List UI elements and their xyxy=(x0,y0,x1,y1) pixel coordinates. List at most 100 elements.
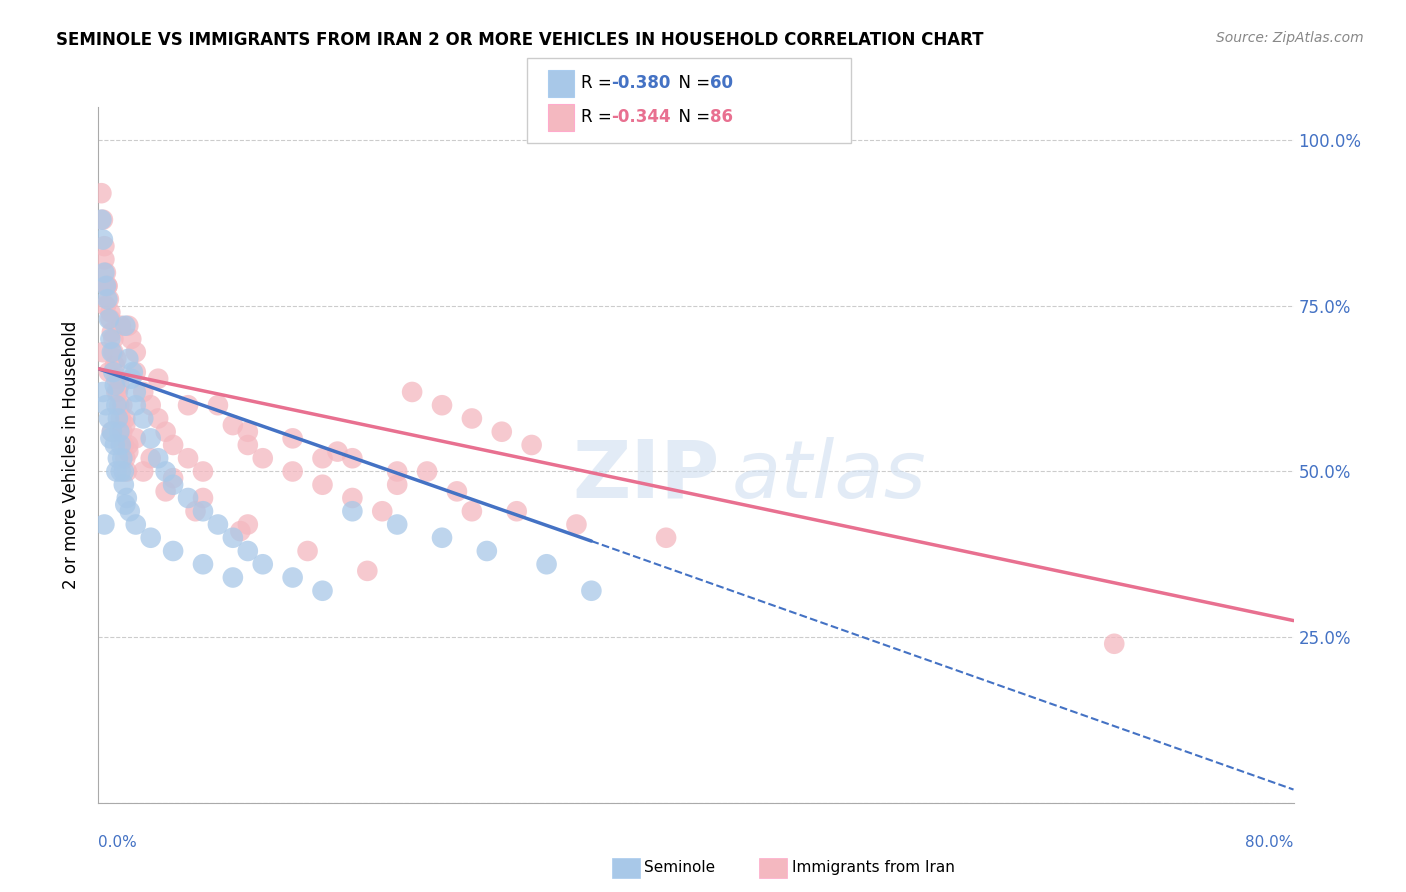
Point xyxy=(252,558,274,572)
Point xyxy=(162,438,184,452)
Point xyxy=(252,451,274,466)
Point xyxy=(114,418,136,433)
Point xyxy=(148,451,170,466)
Point xyxy=(461,504,484,518)
Point xyxy=(446,484,468,499)
Point xyxy=(125,345,148,359)
Point xyxy=(371,504,394,518)
Point xyxy=(356,564,378,578)
Point xyxy=(491,425,513,439)
Point xyxy=(1104,637,1126,651)
Point xyxy=(342,451,364,466)
Point xyxy=(103,365,125,379)
Point xyxy=(90,212,112,227)
Point xyxy=(506,504,529,518)
Point xyxy=(91,212,114,227)
Point xyxy=(101,425,124,439)
Point xyxy=(236,425,259,439)
Point xyxy=(342,504,364,518)
Point xyxy=(222,531,245,545)
Point xyxy=(311,451,333,466)
Point xyxy=(108,378,131,392)
Point xyxy=(125,365,148,379)
Text: 86: 86 xyxy=(710,108,733,126)
Point xyxy=(90,186,112,201)
Point xyxy=(107,384,129,399)
Point xyxy=(115,491,138,505)
Point xyxy=(110,411,132,425)
Point xyxy=(155,484,177,499)
Point xyxy=(326,444,349,458)
Point xyxy=(103,332,125,346)
Y-axis label: 2 or more Vehicles in Household: 2 or more Vehicles in Household xyxy=(62,321,80,589)
Point xyxy=(139,451,162,466)
Point xyxy=(520,438,543,452)
Text: 80.0%: 80.0% xyxy=(1246,836,1294,850)
Point xyxy=(120,372,142,386)
Point xyxy=(125,431,148,445)
Point xyxy=(110,318,132,333)
Point xyxy=(103,345,125,359)
Point xyxy=(115,465,138,479)
Point xyxy=(132,465,155,479)
Point xyxy=(125,517,148,532)
Point xyxy=(105,372,128,386)
Point xyxy=(108,425,131,439)
Text: -0.380: -0.380 xyxy=(612,74,671,92)
Point xyxy=(581,583,603,598)
Point xyxy=(207,517,229,532)
Point xyxy=(117,318,139,333)
Point xyxy=(132,411,155,425)
Point xyxy=(94,398,117,412)
Text: -0.344: -0.344 xyxy=(612,108,671,126)
Text: 0.0%: 0.0% xyxy=(98,836,138,850)
Text: Source: ZipAtlas.com: Source: ZipAtlas.com xyxy=(1216,31,1364,45)
Point xyxy=(100,332,122,346)
Point xyxy=(110,438,132,452)
Text: N =: N = xyxy=(668,108,716,126)
Point xyxy=(229,524,252,538)
Point xyxy=(91,233,114,247)
Point xyxy=(401,384,423,399)
Point xyxy=(342,491,364,505)
Point xyxy=(536,558,558,572)
Point xyxy=(94,266,117,280)
Point xyxy=(430,398,453,412)
Point xyxy=(311,583,333,598)
Text: N =: N = xyxy=(668,74,716,92)
Point xyxy=(111,451,134,466)
Point xyxy=(655,531,678,545)
Point xyxy=(118,504,141,518)
Point xyxy=(125,398,148,412)
Point xyxy=(100,312,122,326)
Point xyxy=(117,351,139,366)
Point xyxy=(177,491,200,505)
Point xyxy=(110,465,132,479)
Point xyxy=(97,411,120,425)
Point xyxy=(385,465,409,479)
Point xyxy=(91,384,114,399)
Point xyxy=(281,570,304,584)
Point xyxy=(104,359,127,373)
Point xyxy=(177,451,200,466)
Point xyxy=(191,558,214,572)
Point xyxy=(162,477,184,491)
Point xyxy=(111,398,134,412)
Point xyxy=(155,465,177,479)
Point xyxy=(107,411,129,425)
Point xyxy=(93,239,115,253)
Point xyxy=(461,411,484,425)
Point xyxy=(96,279,118,293)
Point xyxy=(281,431,304,445)
Point xyxy=(222,418,245,433)
Point xyxy=(114,411,136,425)
Point xyxy=(112,438,135,452)
Point xyxy=(148,372,170,386)
Point xyxy=(162,544,184,558)
Text: Immigrants from Iran: Immigrants from Iran xyxy=(792,860,955,874)
Point xyxy=(105,351,128,366)
Point xyxy=(385,477,409,491)
Point xyxy=(191,465,214,479)
Point xyxy=(385,517,409,532)
Point xyxy=(114,451,136,466)
